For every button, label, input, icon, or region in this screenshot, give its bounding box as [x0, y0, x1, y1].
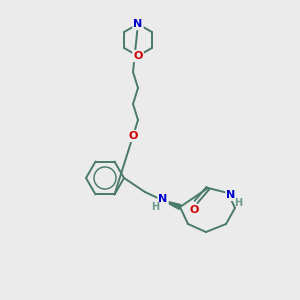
Text: H: H — [151, 202, 159, 212]
Text: O: O — [133, 51, 143, 61]
Text: O: O — [128, 131, 138, 141]
Text: N: N — [134, 19, 142, 29]
Text: N: N — [158, 194, 168, 204]
Text: H: H — [234, 198, 242, 208]
Polygon shape — [162, 200, 181, 209]
Text: O: O — [189, 205, 199, 215]
Text: N: N — [226, 190, 236, 200]
